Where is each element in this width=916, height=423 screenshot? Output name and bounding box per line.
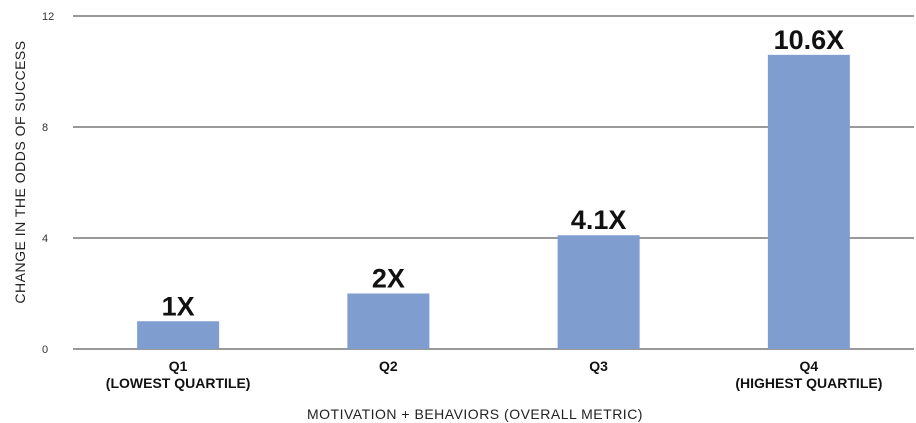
data-label: 4.1X [571,205,627,235]
bar [347,293,430,349]
bar [557,235,640,349]
bar [137,321,220,349]
x-axis-title: MOTIVATION + BEHAVIORS (OVERALL METRIC) [307,406,643,422]
data-labels: 1X 2X 4.1X 10.6X [162,25,845,321]
x-category-label: Q2 [379,358,398,374]
data-label: 1X [162,291,195,321]
data-label: 10.6X [774,25,845,55]
y-tick-label: 4 [42,233,48,245]
bar [767,54,850,349]
y-tick-labels: 0 4 8 12 [42,11,54,356]
y-axis-title: CHANGE IN THE ODDS OF SUCCESS [12,40,28,303]
x-category-label: Q1 [169,358,188,374]
x-category-labels: Q1(LOWEST QUARTILE) Q2 Q3 Q4(HIGHEST QUARTI… [106,358,883,391]
y-tick-label: 0 [42,344,48,356]
x-category-label: Q3 [589,358,608,374]
bars [137,54,850,349]
data-label: 2X [372,264,405,294]
y-tick-label: 8 [42,122,48,134]
x-category-label: (LOWEST QUARTILE) [106,375,251,391]
x-category-label: (HIGHEST QUARTILE) [735,375,882,391]
x-category-label: Q4 [800,358,819,374]
y-tick-label: 12 [42,11,54,23]
